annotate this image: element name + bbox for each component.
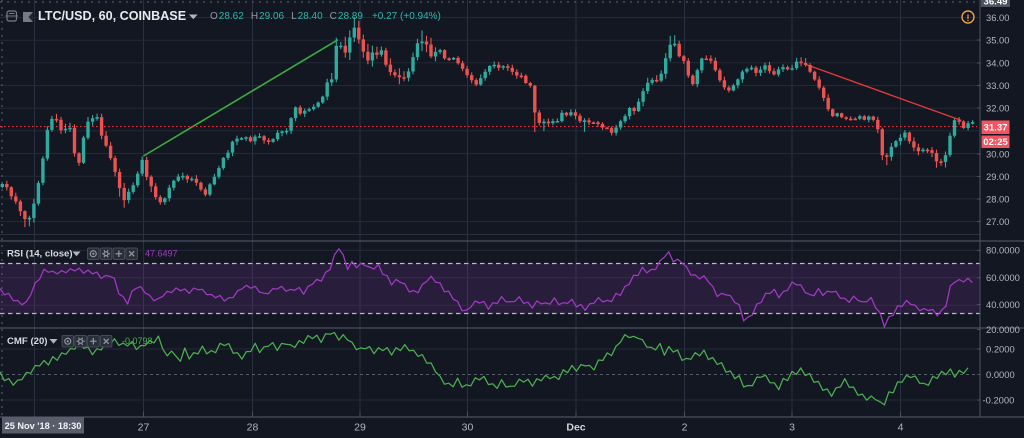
svg-text:27.00: 27.00 bbox=[986, 216, 1009, 227]
svg-text:CMF (20): CMF (20) bbox=[7, 336, 48, 347]
svg-text:27: 27 bbox=[138, 422, 150, 434]
svg-text:4: 4 bbox=[898, 422, 904, 434]
svg-text:LTC/USD, 60, COINBASE: LTC/USD, 60, COINBASE bbox=[38, 9, 186, 23]
svg-text:3: 3 bbox=[789, 422, 795, 434]
svg-text:31.37: 31.37 bbox=[983, 123, 1007, 134]
svg-text:RSI (14, close): RSI (14, close) bbox=[7, 249, 73, 260]
svg-text:!: ! bbox=[967, 13, 970, 23]
svg-text:60.0000: 60.0000 bbox=[986, 272, 1020, 283]
svg-text:Dec: Dec bbox=[566, 422, 585, 434]
svg-text:29: 29 bbox=[354, 422, 366, 434]
svg-text:28: 28 bbox=[247, 422, 259, 434]
svg-text:80.0000: 80.0000 bbox=[986, 245, 1020, 256]
svg-text:02:25: 02:25 bbox=[983, 137, 1008, 148]
svg-text:40.0000: 40.0000 bbox=[986, 299, 1020, 310]
svg-text:-0.0798: -0.0798 bbox=[122, 336, 153, 346]
svg-text:28.00: 28.00 bbox=[986, 193, 1009, 204]
svg-text:32.00: 32.00 bbox=[986, 102, 1009, 113]
svg-text:34.00: 34.00 bbox=[986, 57, 1009, 68]
svg-text:30: 30 bbox=[462, 422, 474, 434]
svg-text:0.2000: 0.2000 bbox=[986, 343, 1015, 354]
svg-text:30.00: 30.00 bbox=[986, 148, 1009, 159]
svg-text:33.00: 33.00 bbox=[986, 80, 1009, 91]
svg-text:-0.2000: -0.2000 bbox=[983, 394, 1015, 405]
svg-text:36.49: 36.49 bbox=[983, 0, 1007, 8]
svg-text:25 Nov '18 · 18:30: 25 Nov '18 · 18:30 bbox=[5, 421, 82, 431]
svg-text:20.0000: 20.0000 bbox=[986, 324, 1020, 335]
svg-text:0.0000: 0.0000 bbox=[986, 369, 1015, 380]
svg-text:47.6497: 47.6497 bbox=[145, 249, 178, 259]
svg-text:29.00: 29.00 bbox=[986, 171, 1009, 182]
svg-text:36.00: 36.00 bbox=[986, 12, 1009, 23]
svg-text:35.00: 35.00 bbox=[986, 34, 1009, 45]
svg-text:2: 2 bbox=[682, 422, 688, 434]
